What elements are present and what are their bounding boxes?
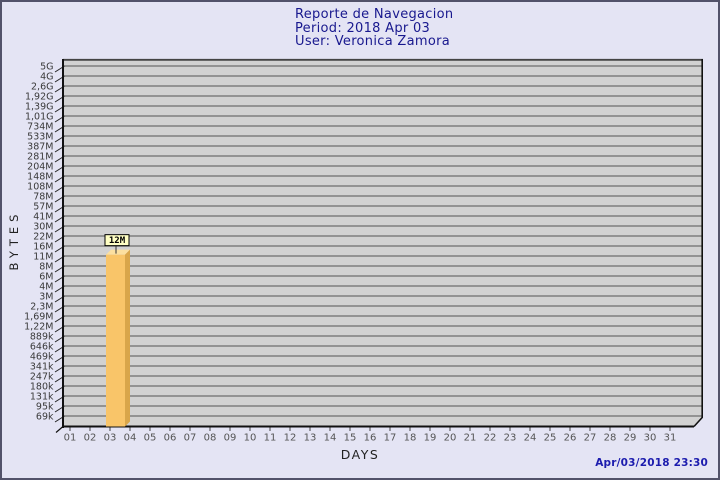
x-tick-label: 17 [384, 433, 397, 444]
y-tick-label: 734M [27, 122, 53, 133]
report-user: User: Veronica Zamora [295, 34, 451, 49]
x-tick-label: 06 [164, 433, 177, 444]
y-tick-label: 41M [33, 212, 53, 223]
bar [106, 254, 125, 427]
x-tick-label: 30 [644, 433, 657, 444]
y-tick-label: 247k [30, 372, 54, 383]
y-tick-label: 1,22M [24, 322, 53, 333]
x-tick-label: 15 [344, 433, 357, 444]
bar-side-face [125, 249, 130, 427]
x-tick-label: 19 [424, 433, 437, 444]
y-tick-label: 4G [40, 72, 53, 83]
y-tick-label: 4M [39, 282, 53, 293]
y-tick-label: 646k [30, 342, 54, 353]
y-tick-label: 1,69M [24, 312, 53, 323]
x-tick-label: 14 [324, 433, 337, 444]
x-tick-label: 27 [584, 433, 597, 444]
x-tick-label: 31 [664, 433, 677, 444]
report-title: Reporte de Navegacion [295, 7, 454, 22]
x-axis-title: DAYS [340, 447, 380, 462]
y-tick-label: 469k [30, 352, 54, 363]
y-tick-label: 8M [39, 262, 53, 273]
plot-area [63, 59, 703, 427]
report-header: Reporte de Navegacion Period: 2018 Apr 0… [295, 8, 453, 49]
x-tick-label: 28 [604, 433, 617, 444]
value-label: 12M [109, 236, 126, 246]
y-tick-label: 78M [33, 192, 53, 203]
y-tick-label: 204M [27, 162, 53, 173]
x-tick-label: 02 [84, 433, 97, 444]
y-tick-label: 533M [27, 132, 53, 143]
x-tick-label: 08 [204, 433, 217, 444]
y-tick-label: 387M [27, 142, 53, 153]
y-tick-label: 95k [36, 402, 54, 413]
x-tick-label: 26 [564, 433, 577, 444]
x-tick-label: 16 [364, 433, 377, 444]
y-tick-label: 2,3M [30, 302, 53, 313]
y-tick-label: 148M [27, 172, 53, 183]
y-tick-label: 30M [33, 222, 53, 233]
y-tick-label: 108M [27, 182, 53, 193]
report-period: Period: 2018 Apr 03 [295, 20, 431, 36]
x-tick-label: 13 [304, 433, 317, 444]
y-tick-label: 1,39G [25, 102, 54, 113]
x-tick-label: 25 [544, 433, 557, 444]
generated-timestamp: Apr/03/2018 23:30 [595, 457, 708, 469]
x-tick-label: 20 [444, 433, 457, 444]
y-tick-label: 22M [33, 232, 53, 243]
origin-tick [55, 426, 64, 433]
y-tick-label: 57M [33, 202, 53, 213]
y-tick-label: 11M [33, 252, 53, 263]
x-tick-label: 05 [144, 433, 157, 444]
y-tick-label: 131k [30, 392, 54, 403]
x-tick-label: 07 [184, 433, 197, 444]
x-tick-label: 23 [504, 433, 517, 444]
y-tick-label: 341k [30, 362, 54, 373]
y-tick-label: 2,6G [31, 82, 53, 93]
x-tick-label: 22 [484, 433, 497, 444]
x-tick-label: 04 [124, 433, 137, 444]
bar-top-face [106, 249, 130, 255]
y-tick-label: 281M [27, 152, 53, 163]
x-tick-label: 09 [224, 433, 237, 444]
y-tick-label: 6M [39, 272, 53, 283]
y-tick-label: 1,01G [25, 112, 54, 123]
x-tick-label: 11 [264, 433, 277, 444]
x-tick-label: 12 [284, 433, 297, 444]
y-tick-label: 1,92G [25, 92, 54, 103]
value-label-box [104, 234, 130, 247]
y-tick-label: 889k [30, 332, 54, 343]
x-tick-label: 01 [64, 433, 77, 444]
plot-right-border [693, 59, 703, 428]
x-tick-label: 29 [624, 433, 637, 444]
x-tick-label: 10 [244, 433, 257, 444]
y-tick-label: 16M [33, 242, 53, 253]
y-tick-label: 180k [30, 382, 54, 393]
x-tick-label: 21 [464, 433, 477, 444]
y-tick-label: 69k [36, 412, 54, 423]
y-tick-label: 5G [40, 62, 53, 73]
x-tick-label: 24 [524, 433, 537, 444]
x-tick-label: 18 [404, 433, 417, 444]
y-tick-label: 3M [39, 292, 53, 303]
x-tick-label: 03 [104, 433, 117, 444]
